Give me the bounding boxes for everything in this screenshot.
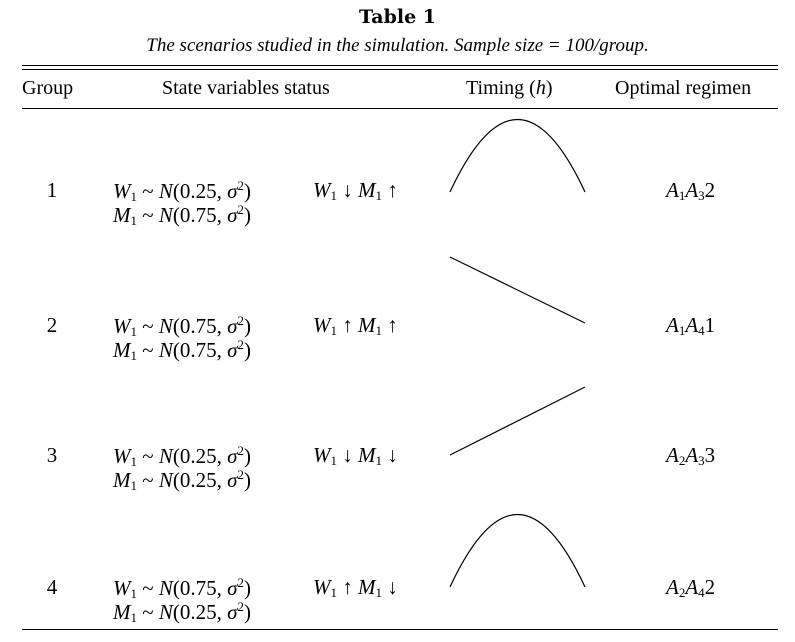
row-3-optimal-regimen: A2A33 xyxy=(666,443,716,468)
row-4-w-distribution: W1 ~ N(0.75, σ2) xyxy=(113,575,251,601)
header-state-variables: State variables status xyxy=(162,77,330,99)
row-3-group: 3 xyxy=(46,443,58,467)
header-timing: Timing (h) xyxy=(466,77,553,99)
row-4-m-distribution: M1 ~ N(0.25, σ2) xyxy=(113,599,251,625)
row-4-direction: W1 ↑ M1 ↓ xyxy=(313,575,398,600)
row-4-optimal-regimen: A2A42 xyxy=(666,575,716,600)
row-4-timing-curve xyxy=(449,514,586,588)
row-1-timing-curve xyxy=(449,119,586,193)
bottom-rule xyxy=(22,629,778,630)
table-caption: The scenarios studied in the simulation.… xyxy=(146,35,649,56)
row-1-group: 1 xyxy=(46,178,58,202)
row-1-direction: W1 ↓ M1 ↑ xyxy=(313,178,398,203)
top-double-rule-lower xyxy=(22,69,778,70)
header-group: Group xyxy=(22,77,74,99)
row-2-optimal-regimen: A1A41 xyxy=(666,313,716,338)
row-1-w-distribution: W1 ~ N(0.25, σ2) xyxy=(113,178,251,204)
row-3-w-distribution: W1 ~ N(0.25, σ2) xyxy=(113,443,251,469)
row-2-direction: W1 ↑ M1 ↑ xyxy=(313,313,398,338)
row-2-group: 2 xyxy=(46,313,58,337)
row-1-optimal-regimen: A1A32 xyxy=(666,178,716,203)
header-rule xyxy=(22,108,778,109)
row-4-group: 4 xyxy=(46,575,58,599)
row-3-direction: W1 ↓ M1 ↓ xyxy=(313,443,398,468)
row-2-timing-curve xyxy=(449,256,586,324)
row-3-timing-curve xyxy=(449,386,586,456)
table-title: Table 1 xyxy=(358,6,437,28)
header-optimal-regimen: Optimal regimen xyxy=(615,77,752,99)
row-3-m-distribution: M1 ~ N(0.25, σ2) xyxy=(113,467,251,493)
row-2-w-distribution: W1 ~ N(0.75, σ2) xyxy=(113,313,251,339)
row-2-m-distribution: M1 ~ N(0.75, σ2) xyxy=(113,337,251,363)
row-1-m-distribution: M1 ~ N(0.75, σ2) xyxy=(113,202,251,228)
top-double-rule-upper xyxy=(22,65,778,66)
